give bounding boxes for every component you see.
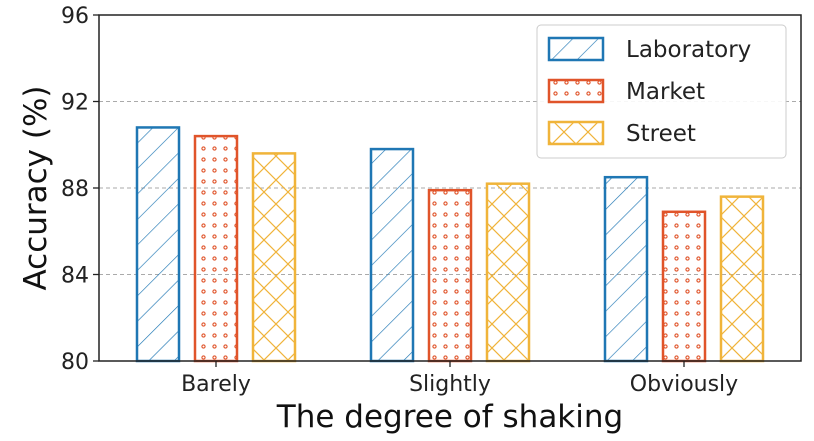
bar-laboratory-obviously: [603, 175, 649, 363]
x-axis-ticks: Barely Slightly Obviously: [181, 361, 738, 397]
x-tick-label-barely: Barely: [181, 372, 251, 397]
y-tick-label: 80: [61, 350, 89, 375]
bar-street-slightly: [485, 182, 531, 363]
x-tick-label-slightly: Slightly: [409, 372, 491, 397]
x-tick-label-obviously: Obviously: [630, 372, 738, 397]
y-tick-label: 84: [61, 264, 89, 289]
y-tick-label: 88: [61, 177, 89, 202]
x-axis-title: The degree of shaking: [276, 399, 623, 435]
y-axis-title: Accuracy (%): [18, 85, 54, 290]
bars: [135, 126, 765, 363]
legend-label-market: Market: [626, 79, 705, 105]
bar-street-barely: [251, 152, 297, 363]
legend-swatch-street: [547, 120, 605, 146]
bar-laboratory-slightly: [369, 147, 415, 363]
legend: Laboratory Market Street: [536, 24, 787, 159]
bar-market-obviously: [661, 210, 707, 363]
bar-market-barely: [193, 134, 239, 363]
y-tick-label: 92: [61, 91, 89, 116]
legend-swatch-market: [547, 78, 605, 104]
legend-swatch-laboratory: [547, 36, 605, 62]
bar-market-slightly: [427, 188, 473, 363]
y-tick-label: 96: [61, 4, 89, 29]
bar-street-obviously: [719, 195, 765, 363]
y-axis-ticks: 80 84 88 92 96: [61, 4, 99, 375]
legend-label-street: Street: [626, 121, 696, 147]
legend-label-laboratory: Laboratory: [626, 37, 751, 63]
bar-laboratory-barely: [135, 126, 181, 363]
